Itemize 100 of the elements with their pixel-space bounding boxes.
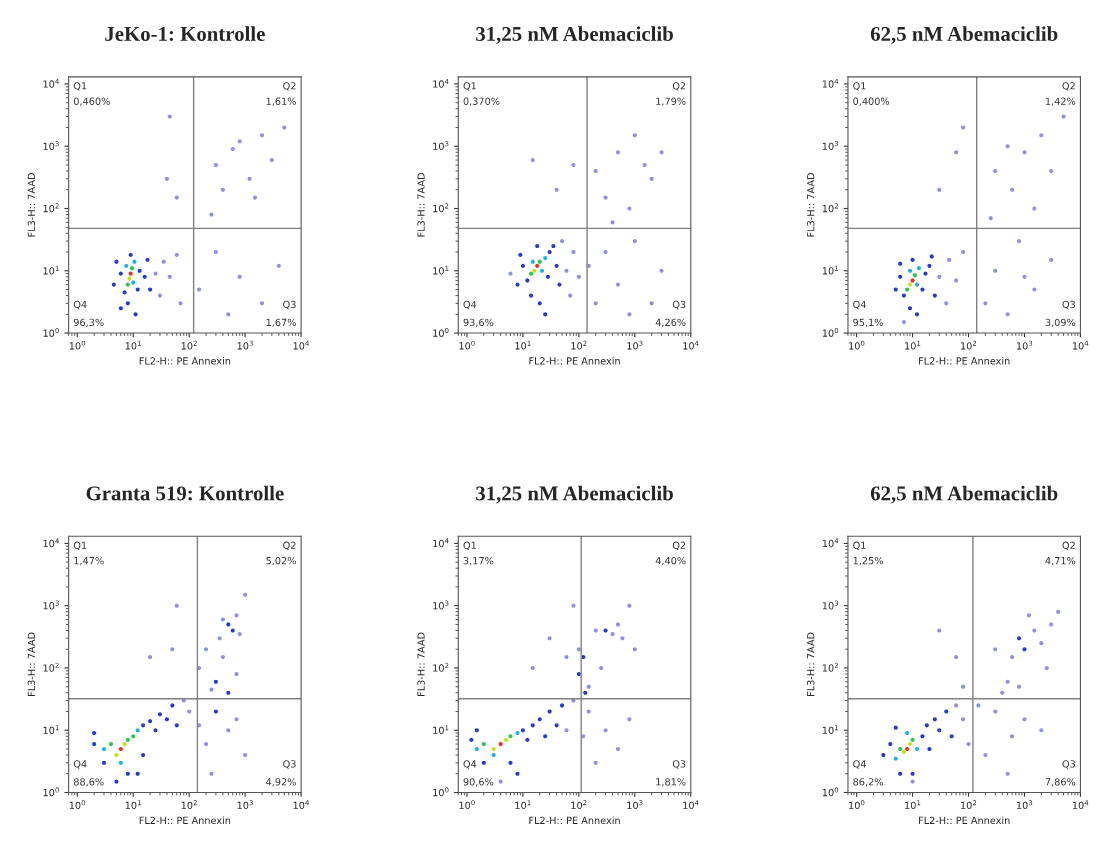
x-tick-label: 10$^{3}$ bbox=[1016, 800, 1033, 809]
y-tick-label: 10$^{4}$ bbox=[822, 78, 839, 88]
annotation: Q2 bbox=[1062, 541, 1075, 551]
annotation: Q4 bbox=[463, 300, 477, 310]
annotation: 1,61% bbox=[266, 97, 296, 106]
annotation: Q1 bbox=[463, 541, 476, 551]
annotation: 1,79% bbox=[656, 97, 686, 106]
y-tick-label: 10$^{0}$ bbox=[822, 787, 839, 797]
y-tick-label: 10$^{1}$ bbox=[43, 265, 59, 275]
y-axis-title: FL3-H:: 7AAD bbox=[417, 632, 425, 696]
annotation: Q3 bbox=[1062, 300, 1075, 310]
y-tick-label: 10$^{0}$ bbox=[433, 327, 449, 337]
x-tick-label: 10$^{0}$ bbox=[459, 340, 475, 350]
annotation: 88,6% bbox=[73, 778, 104, 787]
x-tick-label: 10$^{0}$ bbox=[69, 800, 86, 809]
x-tick-label: 10$^{0}$ bbox=[459, 800, 475, 809]
y-tick-label: 10$^{3}$ bbox=[43, 600, 59, 610]
chart-title: 31,25 nM Abemaciclib bbox=[476, 26, 673, 44]
y-tick-label: 10$^{4}$ bbox=[822, 538, 839, 548]
annotation: 5,02% bbox=[266, 556, 296, 566]
annotation: Q3 bbox=[672, 760, 686, 769]
y-axis-title: FL3-H:: 7AAD bbox=[417, 173, 425, 237]
annotation: Q2 bbox=[1062, 82, 1075, 91]
y-tick-label: 10$^{2}$ bbox=[433, 662, 449, 672]
y-tick-label: 10$^{3}$ bbox=[43, 141, 59, 150]
y-tick-label: 10$^{3}$ bbox=[433, 141, 449, 150]
y-tick-label: 10$^{4}$ bbox=[43, 78, 59, 88]
y-tick-label: 10$^{0}$ bbox=[43, 327, 59, 337]
x-tick-label: 10$^{1}$ bbox=[905, 800, 921, 809]
x-tick-label: 10$^{1}$ bbox=[515, 340, 531, 350]
y-tick-label: 10$^{3}$ bbox=[433, 600, 449, 610]
x-tick-label: 10$^{2}$ bbox=[571, 340, 587, 350]
annotation: Q2 bbox=[283, 541, 296, 551]
annotation: Q4 bbox=[853, 300, 866, 310]
y-tick-label: 10$^{4}$ bbox=[43, 538, 59, 548]
annotation: Q4 bbox=[73, 300, 87, 310]
y-tick-label: 10$^{1}$ bbox=[822, 725, 838, 734]
x-tick-label: 10$^{3}$ bbox=[237, 800, 253, 809]
x-tick-label: 10$^{4}$ bbox=[683, 340, 699, 350]
x-tick-label: 10$^{4}$ bbox=[293, 340, 309, 350]
annotation: 1,47% bbox=[74, 556, 104, 566]
y-axis-title: FL3-H:: 7AAD bbox=[807, 173, 815, 237]
y-tick-label: 10$^{1}$ bbox=[433, 725, 449, 734]
x-axis-title: FL2-H:: PE Annexin bbox=[139, 816, 231, 825]
annotation: 1,25% bbox=[853, 556, 883, 566]
annotation: Q2 bbox=[672, 541, 686, 551]
annotation: 4,40% bbox=[655, 556, 686, 566]
x-tick-label: 10$^{2}$ bbox=[181, 800, 197, 809]
annotation: Q3 bbox=[672, 300, 686, 310]
x-tick-label: 10$^{4}$ bbox=[1072, 340, 1089, 350]
y-tick-label: 10$^{0}$ bbox=[433, 787, 449, 797]
annotation: Q3 bbox=[1062, 760, 1075, 769]
x-tick-label: 10$^{1}$ bbox=[515, 800, 531, 809]
x-axis-title: FL2-H:: PE Annexin bbox=[919, 357, 1010, 365]
annotation: Q1 bbox=[463, 82, 476, 91]
annotation: 0,460% bbox=[73, 97, 110, 106]
chart-title: 62,5 nM Abemaciclib bbox=[870, 26, 1058, 44]
annotation: 1,42% bbox=[1045, 97, 1076, 106]
x-tick-label: 10$^{2}$ bbox=[181, 340, 197, 350]
x-tick-label: 10$^{1}$ bbox=[125, 340, 141, 350]
annotation: 4,71% bbox=[1045, 556, 1076, 566]
y-tick-label: 10$^{2}$ bbox=[43, 203, 59, 213]
x-tick-label: 10$^{0}$ bbox=[69, 340, 86, 350]
annotation: 4,26% bbox=[655, 318, 686, 328]
annotation: 93,6% bbox=[463, 318, 494, 328]
y-axis-title: FL3-H:: 7AAD bbox=[27, 632, 36, 696]
annotation: Q3 bbox=[283, 300, 296, 310]
annotation: Q4 bbox=[463, 760, 477, 769]
y-tick-label: 10$^{2}$ bbox=[433, 203, 449, 213]
x-axis-title: FL2-H:: PE Annexin bbox=[529, 816, 620, 825]
y-tick-label: 10$^{1}$ bbox=[822, 265, 838, 275]
x-tick-label: 10$^{2}$ bbox=[571, 800, 587, 809]
x-tick-label: 10$^{2}$ bbox=[961, 800, 977, 809]
y-tick-label: 10$^{3}$ bbox=[822, 141, 839, 150]
annotation: Q2 bbox=[672, 82, 686, 91]
annotation: Q1 bbox=[853, 541, 866, 551]
x-tick-label: 10$^{2}$ bbox=[961, 340, 977, 350]
y-tick-label: 10$^{0}$ bbox=[822, 327, 839, 337]
annotation: Q1 bbox=[73, 541, 87, 551]
x-tick-label: 10$^{3}$ bbox=[237, 340, 253, 350]
annotation: 86,2% bbox=[853, 778, 883, 787]
annotation: 7,86% bbox=[1045, 778, 1076, 787]
x-tick-label: 10$^{3}$ bbox=[627, 340, 643, 350]
annotation: 96,3% bbox=[73, 318, 104, 328]
x-tick-label: 10$^{0}$ bbox=[849, 800, 865, 809]
annotation: Q1 bbox=[853, 82, 866, 91]
x-tick-label: 10$^{1}$ bbox=[905, 340, 921, 350]
annotation: 1,81% bbox=[656, 778, 686, 787]
x-tick-label: 10$^{0}$ bbox=[849, 340, 865, 350]
x-tick-label: 10$^{4}$ bbox=[293, 800, 309, 809]
x-tick-label: 10$^{3}$ bbox=[1016, 340, 1033, 350]
annotation: Q1 bbox=[73, 82, 87, 91]
y-tick-label: 10$^{3}$ bbox=[822, 600, 839, 610]
annotation: Q3 bbox=[283, 760, 296, 769]
annotation: Q2 bbox=[283, 82, 296, 91]
y-tick-label: 10$^{1}$ bbox=[43, 725, 59, 734]
chart-title: Granta 519: Kontrolle bbox=[86, 485, 284, 501]
chart-title: 62,5 nM Abemaciclib bbox=[870, 485, 1058, 504]
y-tick-label: 10$^{1}$ bbox=[433, 265, 449, 275]
x-axis-title: FL2-H:: PE Annexin bbox=[919, 816, 1010, 825]
